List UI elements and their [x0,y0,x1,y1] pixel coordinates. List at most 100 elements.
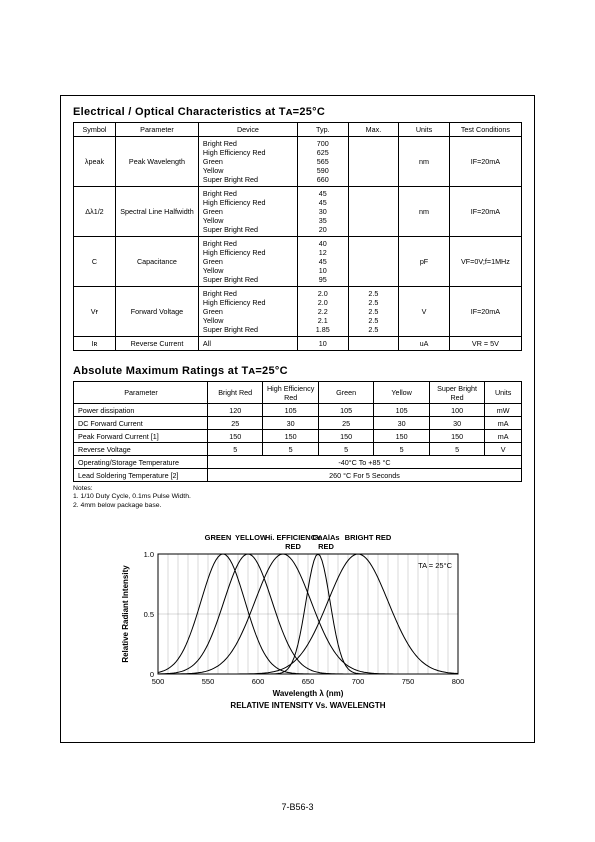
svg-text:GaAlAs: GaAlAs [312,533,339,542]
col-parameter: Parameter [74,382,208,404]
cell-parameter: Capacitance [116,237,199,287]
cell-device: Bright RedHigh Efficiency RedGreenYellow… [198,237,297,287]
note-line: 2. 4mm below package base. [73,502,522,510]
table-row: IʀReverse CurrentAll10uAVR = 5V [74,337,522,351]
cell-value: 150 [318,430,373,443]
table-row: Reverse Voltage55555V [74,443,522,456]
cell-units: mA [485,417,522,430]
cell-test-conditions: VF=0V;f=1MHz [449,237,521,287]
svg-text:1.0: 1.0 [143,550,153,559]
cell-value: 100 [429,404,484,417]
cell-span-value: -40°C To +85 °C [207,456,521,469]
cell-typ: 700625565590660 [297,137,348,187]
cell-parameter: Peak Forward Current [1] [74,430,208,443]
svg-text:650: 650 [301,677,314,686]
cell-value: 105 [263,404,318,417]
col-green: Green [318,382,373,404]
col-units: Units [399,123,450,137]
page-number: 7-B56-3 [0,802,595,812]
table-row: Δλ1/2Spectral Line HalfwidthBright RedHi… [74,187,522,237]
cell-typ: 4545303520 [297,187,348,237]
cell-parameter: Reverse Current [116,337,199,351]
cell-device: All [198,337,297,351]
cell-units: nm [399,187,450,237]
cell-test-conditions: IF=20mA [449,137,521,187]
cell-units: mA [485,430,522,443]
col-parameter: Parameter [116,123,199,137]
note-line: 1. 1/10 Duty Cycle, 0.1ms Pulse Width. [73,493,522,501]
svg-text:Relative Radiant Intensity: Relative Radiant Intensity [121,565,130,663]
notes-title: Notes: [73,485,522,493]
table-header-row: Symbol Parameter Device Typ. Max. Units … [74,123,522,137]
cell-value: 150 [374,430,429,443]
svg-text:600: 600 [251,677,264,686]
cell-device: Bright RedHigh Efficiency RedGreenYellow… [198,287,297,337]
cell-parameter: DC Forward Current [74,417,208,430]
cell-value: 105 [374,404,429,417]
cell-value: 5 [429,443,484,456]
cell-test-conditions: IF=20mA [449,287,521,337]
cell-parameter: Forward Voltage [116,287,199,337]
col-bright-red: Bright Red [207,382,262,404]
table-row: Power dissipation120105105105100mW [74,404,522,417]
svg-text:700: 700 [351,677,364,686]
cell-units: V [485,443,522,456]
table-row: CCapacitanceBright RedHigh Efficiency Re… [74,237,522,287]
svg-text:YELLOW: YELLOW [234,533,267,542]
cell-value: 120 [207,404,262,417]
svg-text:0.5: 0.5 [143,610,153,619]
cell-parameter: Spectral Line Halfwidth [116,187,199,237]
col-units: Units [485,382,522,404]
section1-title: Electrical / Optical Characteristics at … [73,106,522,118]
svg-text:500: 500 [151,677,164,686]
col-symbol: Symbol [74,123,116,137]
ratings-table: Parameter Bright Red High Efficiency Red… [73,381,522,482]
col-testcond: Test Conditions [449,123,521,137]
table-row: Lead Soldering Temperature [2]260 °C For… [74,469,522,482]
cell-units: pF [399,237,450,287]
characteristics-table: Symbol Parameter Device Typ. Max. Units … [73,122,522,351]
cell-symbol: λpeak [74,137,116,187]
cell-units: V [399,287,450,337]
cell-units: mW [485,404,522,417]
table-row: VғForward VoltageBright RedHigh Efficien… [74,287,522,337]
cell-parameter: Reverse Voltage [74,443,208,456]
svg-text:800: 800 [451,677,464,686]
svg-text:RED: RED [285,542,301,551]
cell-value: 25 [318,417,373,430]
col-max: Max. [348,123,399,137]
cell-symbol: Δλ1/2 [74,187,116,237]
cell-device: Bright RedHigh Efficiency RedGreenYellow… [198,137,297,187]
cell-units: nm [399,137,450,187]
cell-max [348,187,399,237]
col-yellow: Yellow [374,382,429,404]
svg-text:TA = 25°C: TA = 25°C [418,561,453,570]
svg-text:BRIGHT RED: BRIGHT RED [344,533,391,542]
cell-typ: 4012451095 [297,237,348,287]
cell-parameter: Peak Wavelength [116,137,199,187]
cell-symbol: Vғ [74,287,116,337]
cell-value: 5 [207,443,262,456]
cell-max [348,237,399,287]
notes-block: Notes: 1. 1/10 Duty Cycle, 0.1ms Pulse W… [73,485,522,510]
col-typ: Typ. [297,123,348,137]
cell-value: 5 [263,443,318,456]
cell-span-value: 260 °C For 5 Seconds [207,469,521,482]
col-hieff-red: High Efficiency Red [263,382,318,404]
table-row: λpeakPeak WavelengthBright RedHigh Effic… [74,137,522,187]
cell-value: 105 [318,404,373,417]
chart-container: 00.51.0500550600650700750800GREENYELLOWH… [73,524,522,724]
cell-max [348,337,399,351]
cell-value: 30 [263,417,318,430]
cell-typ: 10 [297,337,348,351]
cell-parameter: Lead Soldering Temperature [2] [74,469,208,482]
svg-text:750: 750 [401,677,414,686]
cell-max [348,137,399,187]
cell-value: 5 [318,443,373,456]
svg-text:550: 550 [201,677,214,686]
cell-parameter: Operating/Storage Temperature [74,456,208,469]
cell-max: 2.52.52.52.52.5 [348,287,399,337]
cell-test-conditions: IF=20mA [449,187,521,237]
cell-value: 30 [374,417,429,430]
cell-parameter: Power dissipation [74,404,208,417]
